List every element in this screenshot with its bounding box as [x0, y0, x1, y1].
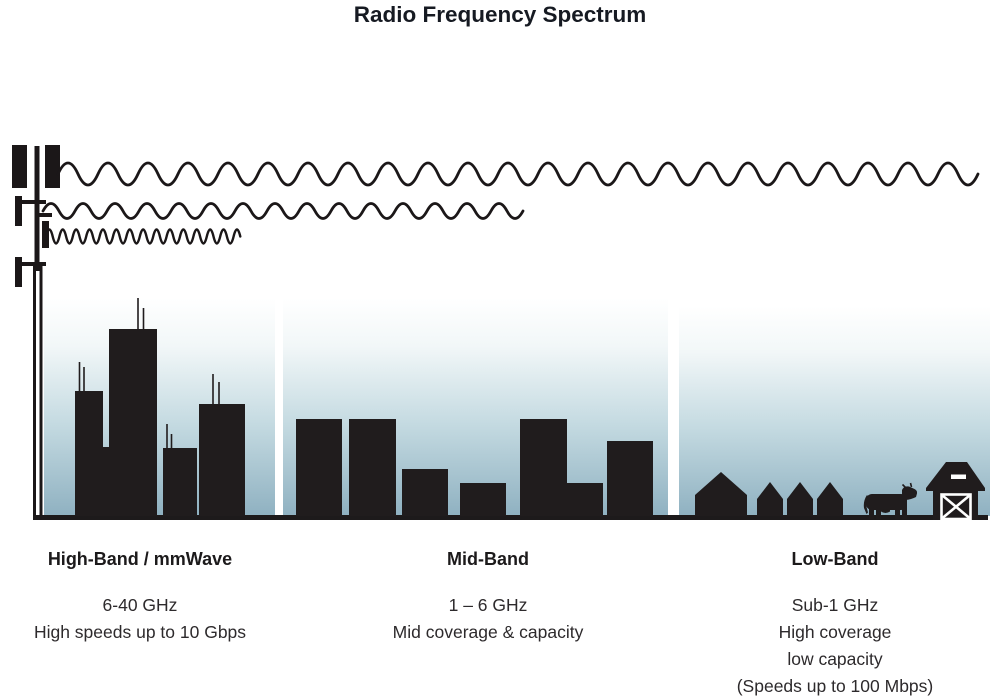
band-range: 1 – 6 GHz [448, 595, 528, 615]
medium-wavelength-wave-icon [41, 202, 525, 220]
rooftop-antennas-icon [78, 298, 220, 448]
band-range: Sub-1 GHz [791, 595, 879, 615]
antenna-panel-icon [45, 145, 60, 188]
house-icon [757, 482, 783, 516]
spectrum-scene [12, 145, 990, 521]
house-icon [787, 482, 813, 516]
band-name: Mid-Band [447, 549, 529, 569]
barn-icon [926, 462, 985, 521]
mid-band-panel [283, 298, 668, 516]
band-name: High-Band / mmWave [47, 549, 233, 569]
long-wavelength-wave-icon [56, 161, 980, 187]
band-name: Low-Band [791, 549, 879, 569]
band-range: 6-40 GHz [102, 595, 178, 615]
band-desc-line: High coverage [778, 622, 892, 642]
cow-icon [863, 482, 918, 520]
mid-rise-buildings-icon [296, 419, 653, 516]
band-desc-line: Mid coverage & capacity [392, 622, 584, 642]
skyscrapers-icon [75, 298, 245, 516]
band-label-high: High-Band / mmWave 6-40 GHz High speeds … [0, 548, 290, 646]
page-title: Radio Frequency Spectrum [353, 2, 647, 27]
band-desc-line: (Speeds up to 100 Mbps) [736, 676, 934, 696]
antenna-panel-icon [15, 257, 22, 287]
antenna-panel-icon [15, 196, 22, 226]
band-label-mid: Mid-Band 1 – 6 GHz Mid coverage & capaci… [338, 548, 638, 646]
farm-scene-icon [695, 462, 985, 521]
band-label-low: Low-Band Sub-1 GHz High coverage low cap… [685, 548, 985, 700]
band-desc-line: low capacity [787, 649, 883, 669]
house-icon [817, 482, 843, 516]
house-icon [695, 472, 747, 516]
ground-line [33, 515, 988, 520]
antenna-panel-icon [12, 145, 27, 188]
band-desc-line: High speeds up to 10 Gbps [33, 622, 247, 642]
short-wavelength-wave-icon [44, 228, 242, 245]
